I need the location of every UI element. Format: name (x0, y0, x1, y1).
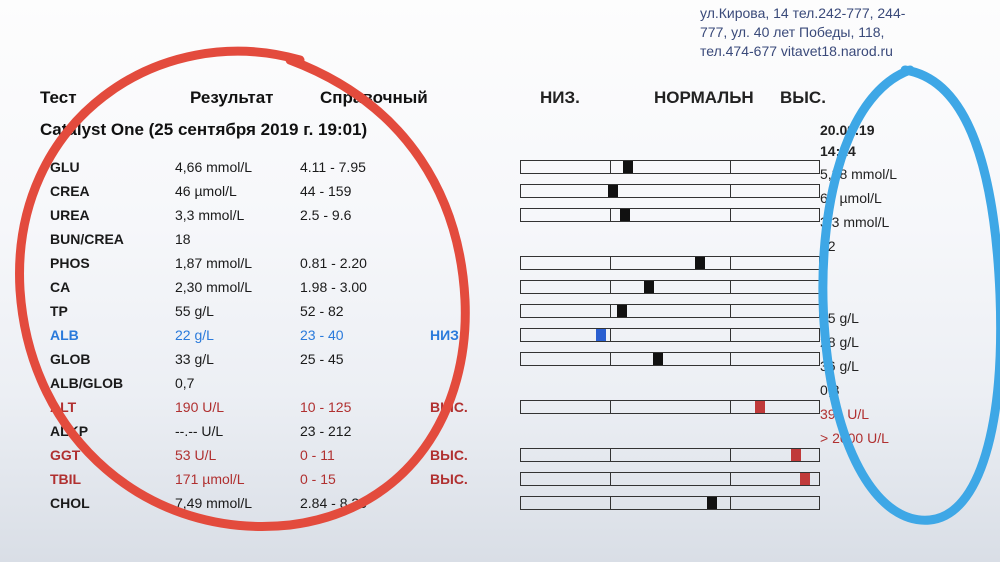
results-table: GLU 4,66 mmol/L 4.11 - 7.95 CREA 46 µmol/L 44… (50, 155, 870, 515)
clinic-contact: ул.Кирова, 14 тел.242-777, 244- 777, ул.… (700, 4, 970, 61)
test-name: CHOL (50, 491, 140, 515)
table-row: ALB 22 g/L 23 - 40 НИЗ. (50, 323, 870, 347)
test-name: ALB/GLOB (50, 371, 140, 395)
range-bar (520, 280, 820, 294)
test-name: PHOS (50, 251, 140, 275)
table-row: UREA 3,3 mmol/L 2.5 - 9.6 (50, 203, 870, 227)
range-marker (617, 305, 627, 317)
test-reference: 2.5 - 9.6 (300, 203, 410, 227)
test-result: 46 µmol/L (175, 179, 285, 203)
table-row: TP 55 g/L 52 - 82 (50, 299, 870, 323)
range-bar (520, 448, 820, 462)
test-result: 4,66 mmol/L (175, 155, 285, 179)
range-bar (520, 472, 820, 486)
test-result: 18 (175, 227, 285, 251)
test-reference: 23 - 40 (300, 323, 410, 347)
test-result: 53 U/L (175, 443, 285, 467)
test-reference: 4.11 - 7.95 (300, 155, 410, 179)
test-flag: ВЫС. (430, 395, 490, 419)
test-reference: 0 - 11 (300, 443, 410, 467)
test-name: ALKP (50, 419, 140, 443)
test-flag: НИЗ. (430, 323, 490, 347)
range-marker (623, 161, 633, 173)
test-reference: 25 - 45 (300, 347, 410, 371)
range-marker (644, 281, 654, 293)
range-bar (520, 496, 820, 510)
range-bar (520, 208, 820, 222)
test-name: GLU (50, 155, 140, 179)
table-row: BUN/CREA 18 (50, 227, 870, 251)
table-row: GLU 4,66 mmol/L 4.11 - 7.95 (50, 155, 870, 179)
test-reference: 52 - 82 (300, 299, 410, 323)
col-ref: Справочный (320, 88, 428, 108)
test-name: CREA (50, 179, 140, 203)
test-reference: 0.81 - 2.20 (300, 251, 410, 275)
test-name: TBIL (50, 467, 140, 491)
test-result: 7,49 mmol/L (175, 491, 285, 515)
range-bar (520, 328, 820, 342)
test-name: TP (50, 299, 140, 323)
test-result: 2,30 mmol/L (175, 275, 285, 299)
range-bar (520, 256, 820, 270)
table-row: TBIL 171 µmol/L 0 - 15 ВЫС. (50, 467, 870, 491)
test-reference: 0 - 15 (300, 467, 410, 491)
col-low: НИЗ. (540, 88, 580, 108)
test-reference: 44 - 159 (300, 179, 410, 203)
col-high: ВЫС. (780, 88, 826, 108)
range-bar (520, 400, 820, 414)
range-bar (520, 304, 820, 318)
test-name: ALB (50, 323, 140, 347)
contact-line: тел.474-677 vitavet18.narod.ru (700, 42, 970, 61)
col-test: Тест (40, 88, 77, 108)
range-marker (755, 401, 765, 413)
test-result: 3,3 mmol/L (175, 203, 285, 227)
test-name: UREA (50, 203, 140, 227)
range-marker (791, 449, 801, 461)
test-flag: ВЫС. (430, 467, 490, 491)
prev-date: 20.09.19 (820, 120, 960, 141)
range-marker (653, 353, 663, 365)
range-marker (695, 257, 705, 269)
test-result: 33 g/L (175, 347, 285, 371)
test-reference: 2.84 - 8.26 (300, 491, 410, 515)
test-name: BUN/CREA (50, 227, 140, 251)
col-norm: НОРМАЛЬН (654, 88, 754, 108)
table-row: ALKP --.-- U/L 23 - 212 (50, 419, 870, 443)
range-bar (520, 160, 820, 174)
range-marker (596, 329, 606, 341)
test-result: 190 U/L (175, 395, 285, 419)
contact-line: ул.Кирова, 14 тел.242-777, 244- (700, 4, 970, 23)
range-bar (520, 184, 820, 198)
test-result: 1,87 mmol/L (175, 251, 285, 275)
test-name: GGT (50, 443, 140, 467)
range-bar (520, 352, 820, 366)
test-result: 171 µmol/L (175, 467, 285, 491)
range-marker (608, 185, 618, 197)
table-row: CA 2,30 mmol/L 1.98 - 3.00 (50, 275, 870, 299)
table-row: GLOB 33 g/L 25 - 45 (50, 347, 870, 371)
table-row: GGT 53 U/L 0 - 11 ВЫС. (50, 443, 870, 467)
test-flag: ВЫС. (430, 443, 490, 467)
test-result: 22 g/L (175, 323, 285, 347)
table-row: PHOS 1,87 mmol/L 0.81 - 2.20 (50, 251, 870, 275)
test-name: CA (50, 275, 140, 299)
test-result: --.-- U/L (175, 419, 285, 443)
range-marker (707, 497, 717, 509)
test-result: 55 g/L (175, 299, 285, 323)
test-name: GLOB (50, 347, 140, 371)
test-result: 0,7 (175, 371, 285, 395)
table-row: ALB/GLOB 0,7 (50, 371, 870, 395)
table-row: CREA 46 µmol/L 44 - 159 (50, 179, 870, 203)
col-result: Результат (190, 88, 274, 108)
contact-line: 777, ул. 40 лет Победы, 118, (700, 23, 970, 42)
range-marker (800, 473, 810, 485)
section-title: Catalyst One (25 сентября 2019 г. 19:01) (40, 120, 367, 140)
test-reference: 10 - 125 (300, 395, 410, 419)
test-name: ALT (50, 395, 140, 419)
test-reference: 23 - 212 (300, 419, 410, 443)
table-row: ALT 190 U/L 10 - 125 ВЫС. (50, 395, 870, 419)
range-marker (620, 209, 630, 221)
table-row: CHOL 7,49 mmol/L 2.84 - 8.26 (50, 491, 870, 515)
test-reference: 1.98 - 3.00 (300, 275, 410, 299)
